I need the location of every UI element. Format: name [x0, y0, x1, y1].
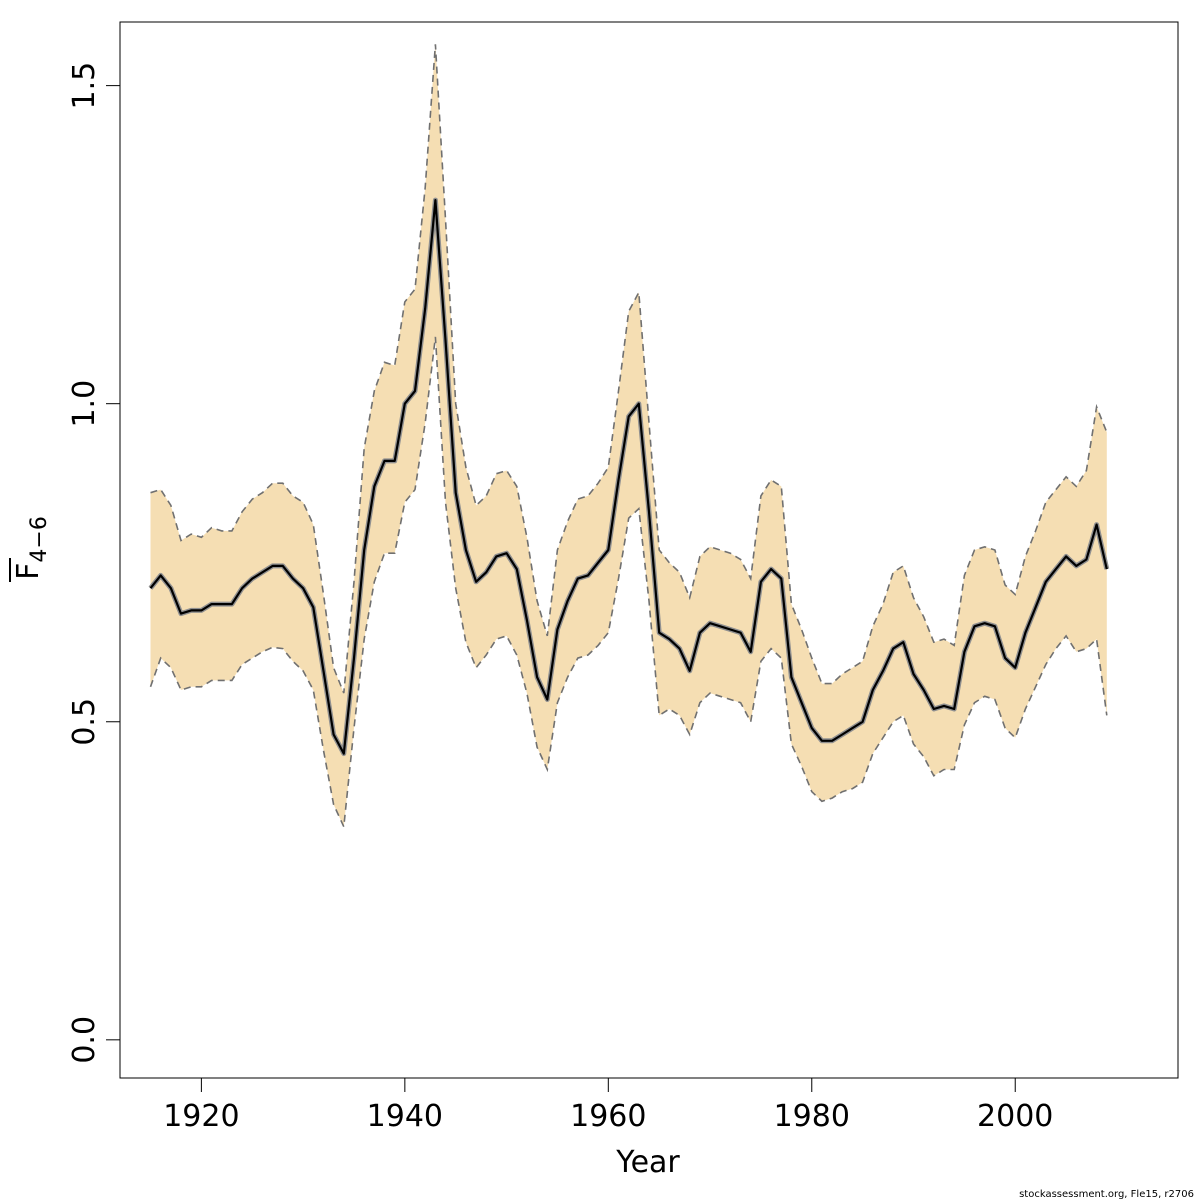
- plot-layer: [148, 44, 1110, 830]
- y-axis-title-subscript: 4−6: [27, 516, 52, 562]
- x-tick-label: 1980: [774, 1099, 850, 1134]
- y-tick-label: 1.5: [67, 62, 102, 110]
- x-tick-label: 1940: [367, 1099, 443, 1134]
- x-tick-label: 1960: [570, 1099, 646, 1134]
- y-tick-label: 1.0: [67, 380, 102, 428]
- x-tick-label: 1920: [163, 1099, 239, 1134]
- y-axis: 0.0 0.5 1.0 1.5: [67, 62, 120, 1064]
- x-axis-title: Year: [615, 1145, 680, 1180]
- y-tick-label: 0.0: [67, 1016, 102, 1064]
- y-axis-title-main: F: [11, 563, 46, 580]
- x-axis: 1920 1940 1960 1980 2000: [163, 1078, 1053, 1134]
- svg-text:F4−6: F4−6: [11, 516, 52, 580]
- plot-frame: [119, 21, 1179, 1079]
- upper-bound-line: [150, 44, 1108, 694]
- x-tick-label: 2000: [977, 1099, 1053, 1134]
- estimate-line: [149, 199, 1108, 755]
- credit-label: stockassessment.org, Fle15, r2706: [1019, 1189, 1194, 1200]
- lower-bound-line: [149, 336, 1108, 830]
- y-axis-title: F4−6: [9, 516, 52, 582]
- confidence-band: [150, 44, 1107, 827]
- y-tick-label: 0.5: [67, 698, 102, 746]
